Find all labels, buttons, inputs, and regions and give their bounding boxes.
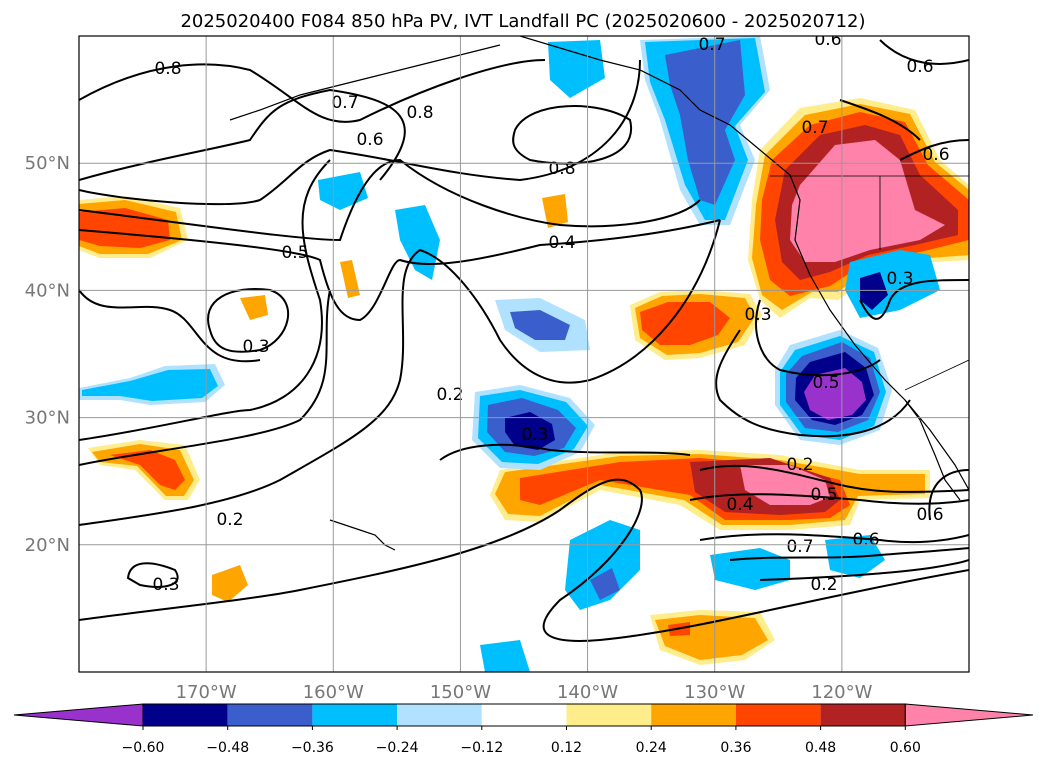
colorbar-tick-label: 0.36 [720,740,751,756]
contour-label: 0.2 [786,455,813,475]
colorbar: −0.60 −0.48 −0.36 −0.24 −0.12 0.12 0.24 0.36 0.4… [13,703,1034,756]
anomaly-neg-58n-145w [548,40,605,98]
coastline-hawaii [329,519,396,551]
colorbar-swatch [651,704,736,726]
colorbar-tick-label: 0.48 [805,740,836,756]
contour-label: 0.7 [698,35,725,55]
lon-tick-label: 140°W [557,682,618,703]
map-frame [78,35,970,673]
lon-tick-label: 160°W [303,682,364,703]
borders [770,175,969,391]
contour-label: 0.6 [916,505,943,525]
contour-label: 0.3 [521,425,548,445]
contour-label: 0.2 [216,510,243,530]
contour-label: 0.6 [906,57,933,77]
anomaly-neg-40n-117w-2 [860,272,888,310]
anomaly-neg-cp-0.48 [505,412,555,450]
contour-label: 0.2 [810,575,837,595]
colorbar-swatch [397,704,482,726]
contour-label: 0.7 [801,118,828,138]
pv-shading [79,36,969,672]
contour-label: 0.6 [852,530,879,550]
contour-label: 0.7 [786,537,813,557]
lat-tick-label: 20°N [25,535,70,556]
anomaly-pos-27n-0.48 [110,450,185,490]
colorbar-tick-label: −0.48 [206,740,249,756]
contour-label: 0.3 [886,269,913,289]
coastline-baja [904,399,961,501]
lat-tick-label: 30°N [25,408,70,429]
colorbar-tick-label: 0.60 [890,740,921,756]
colorbar-tick-label: 0.12 [551,740,582,756]
colorbar-swatch [312,704,398,726]
anomaly-neg-goa-0.36 [665,40,745,205]
contour-label: 0.2 [436,385,463,405]
lon-tick-label: 130°W [684,682,745,703]
contour-label: 0.3 [744,305,771,325]
contour-label: 0.5 [281,243,308,263]
coastline-aleutians [229,44,501,121]
anomaly-pos-40n-0.36 [640,302,730,345]
colorbar-swatch [566,704,652,726]
chart-title: 2025020400 F084 850 hPa PV, IVT Landfall… [180,11,865,32]
anomaly-pos-pnw-0.60 [790,140,945,262]
anomaly-pos-41n-160w [340,260,360,298]
colorbar-swatch [820,704,906,726]
colorbar-swatch [143,704,228,726]
contour-label: 0.3 [242,337,269,357]
colorbar-swatch [735,704,821,726]
anomaly-pos-48n-143w [542,194,568,228]
colorbar-extend-min [13,703,144,727]
colorbar-extend-max [904,703,1034,727]
anomaly-neg-10n-145w [480,640,530,672]
lon-tick-label: 170°W [176,682,237,703]
anomaly-neg-20n-140w-2 [590,568,620,600]
colorbar-tick-label: −0.12 [460,740,503,756]
anomaly-neg-43n-155w [395,205,440,280]
colorbar-tick-label: −0.24 [376,740,419,756]
contour-label: 0.4 [548,233,575,253]
map-panel: 0.8 0.7 0.6 0.8 0.8 0.7 0.6 0.5 0.4 0.3 … [79,30,969,672]
gridlines [79,36,969,672]
colorbar-tick-label: −0.36 [291,740,334,756]
contour-label: 0.4 [726,495,753,515]
anomaly-neg-32n-170w-2 [82,369,218,401]
colorbar-tick-label: −0.60 [122,740,165,756]
anomaly-neg-38n-150w-2 [510,310,570,340]
colorbar-tick-label: 0.24 [636,740,667,756]
pv-contours [79,39,969,642]
lon-tick-labels: 170°W 160°W 150°W 140°W 130°W 120°W [176,682,873,703]
contour-label: 0.5 [810,485,837,505]
contour-label: 0.6 [922,145,949,165]
anomaly-pos-18n-168w [212,565,248,602]
lat-tick-label: 40°N [25,280,70,301]
contour-label: 0.6 [356,130,383,150]
colorbar-outline [142,703,906,727]
colorbar-swatch [227,704,313,726]
lat-tick-label: 50°N [25,153,70,174]
lon-tick-label: 120°W [811,682,872,703]
contour-label: 0.8 [406,103,433,123]
contour-label: 0.8 [548,159,575,179]
anomaly-neg-baja-0.60 [804,368,866,420]
anomaly-pos-38n-165w [240,295,268,320]
contour-label: 0.8 [154,59,181,79]
contour-label: 0.5 [812,373,839,393]
contour-label: 0.6 [814,30,841,50]
contour-label-group: 0.8 0.7 0.6 0.8 0.8 0.7 0.6 0.5 0.4 0.3 … [152,30,949,595]
lat-tick-labels: 50°N 40°N 30°N 20°N [25,153,70,556]
lon-tick-label: 150°W [430,682,491,703]
contour-label: 0.7 [331,93,358,113]
colorbar-swatch [481,704,567,726]
contour-label: 0.3 [152,575,179,595]
